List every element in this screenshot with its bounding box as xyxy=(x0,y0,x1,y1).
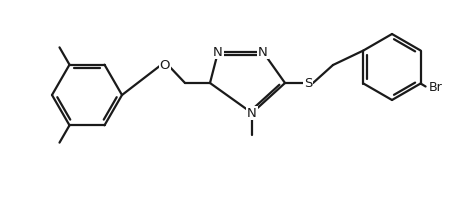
Text: N: N xyxy=(247,107,257,120)
Text: S: S xyxy=(304,76,312,89)
Text: N: N xyxy=(258,46,268,59)
Text: N: N xyxy=(213,46,223,59)
Text: O: O xyxy=(160,59,170,72)
Text: Br: Br xyxy=(429,81,442,94)
